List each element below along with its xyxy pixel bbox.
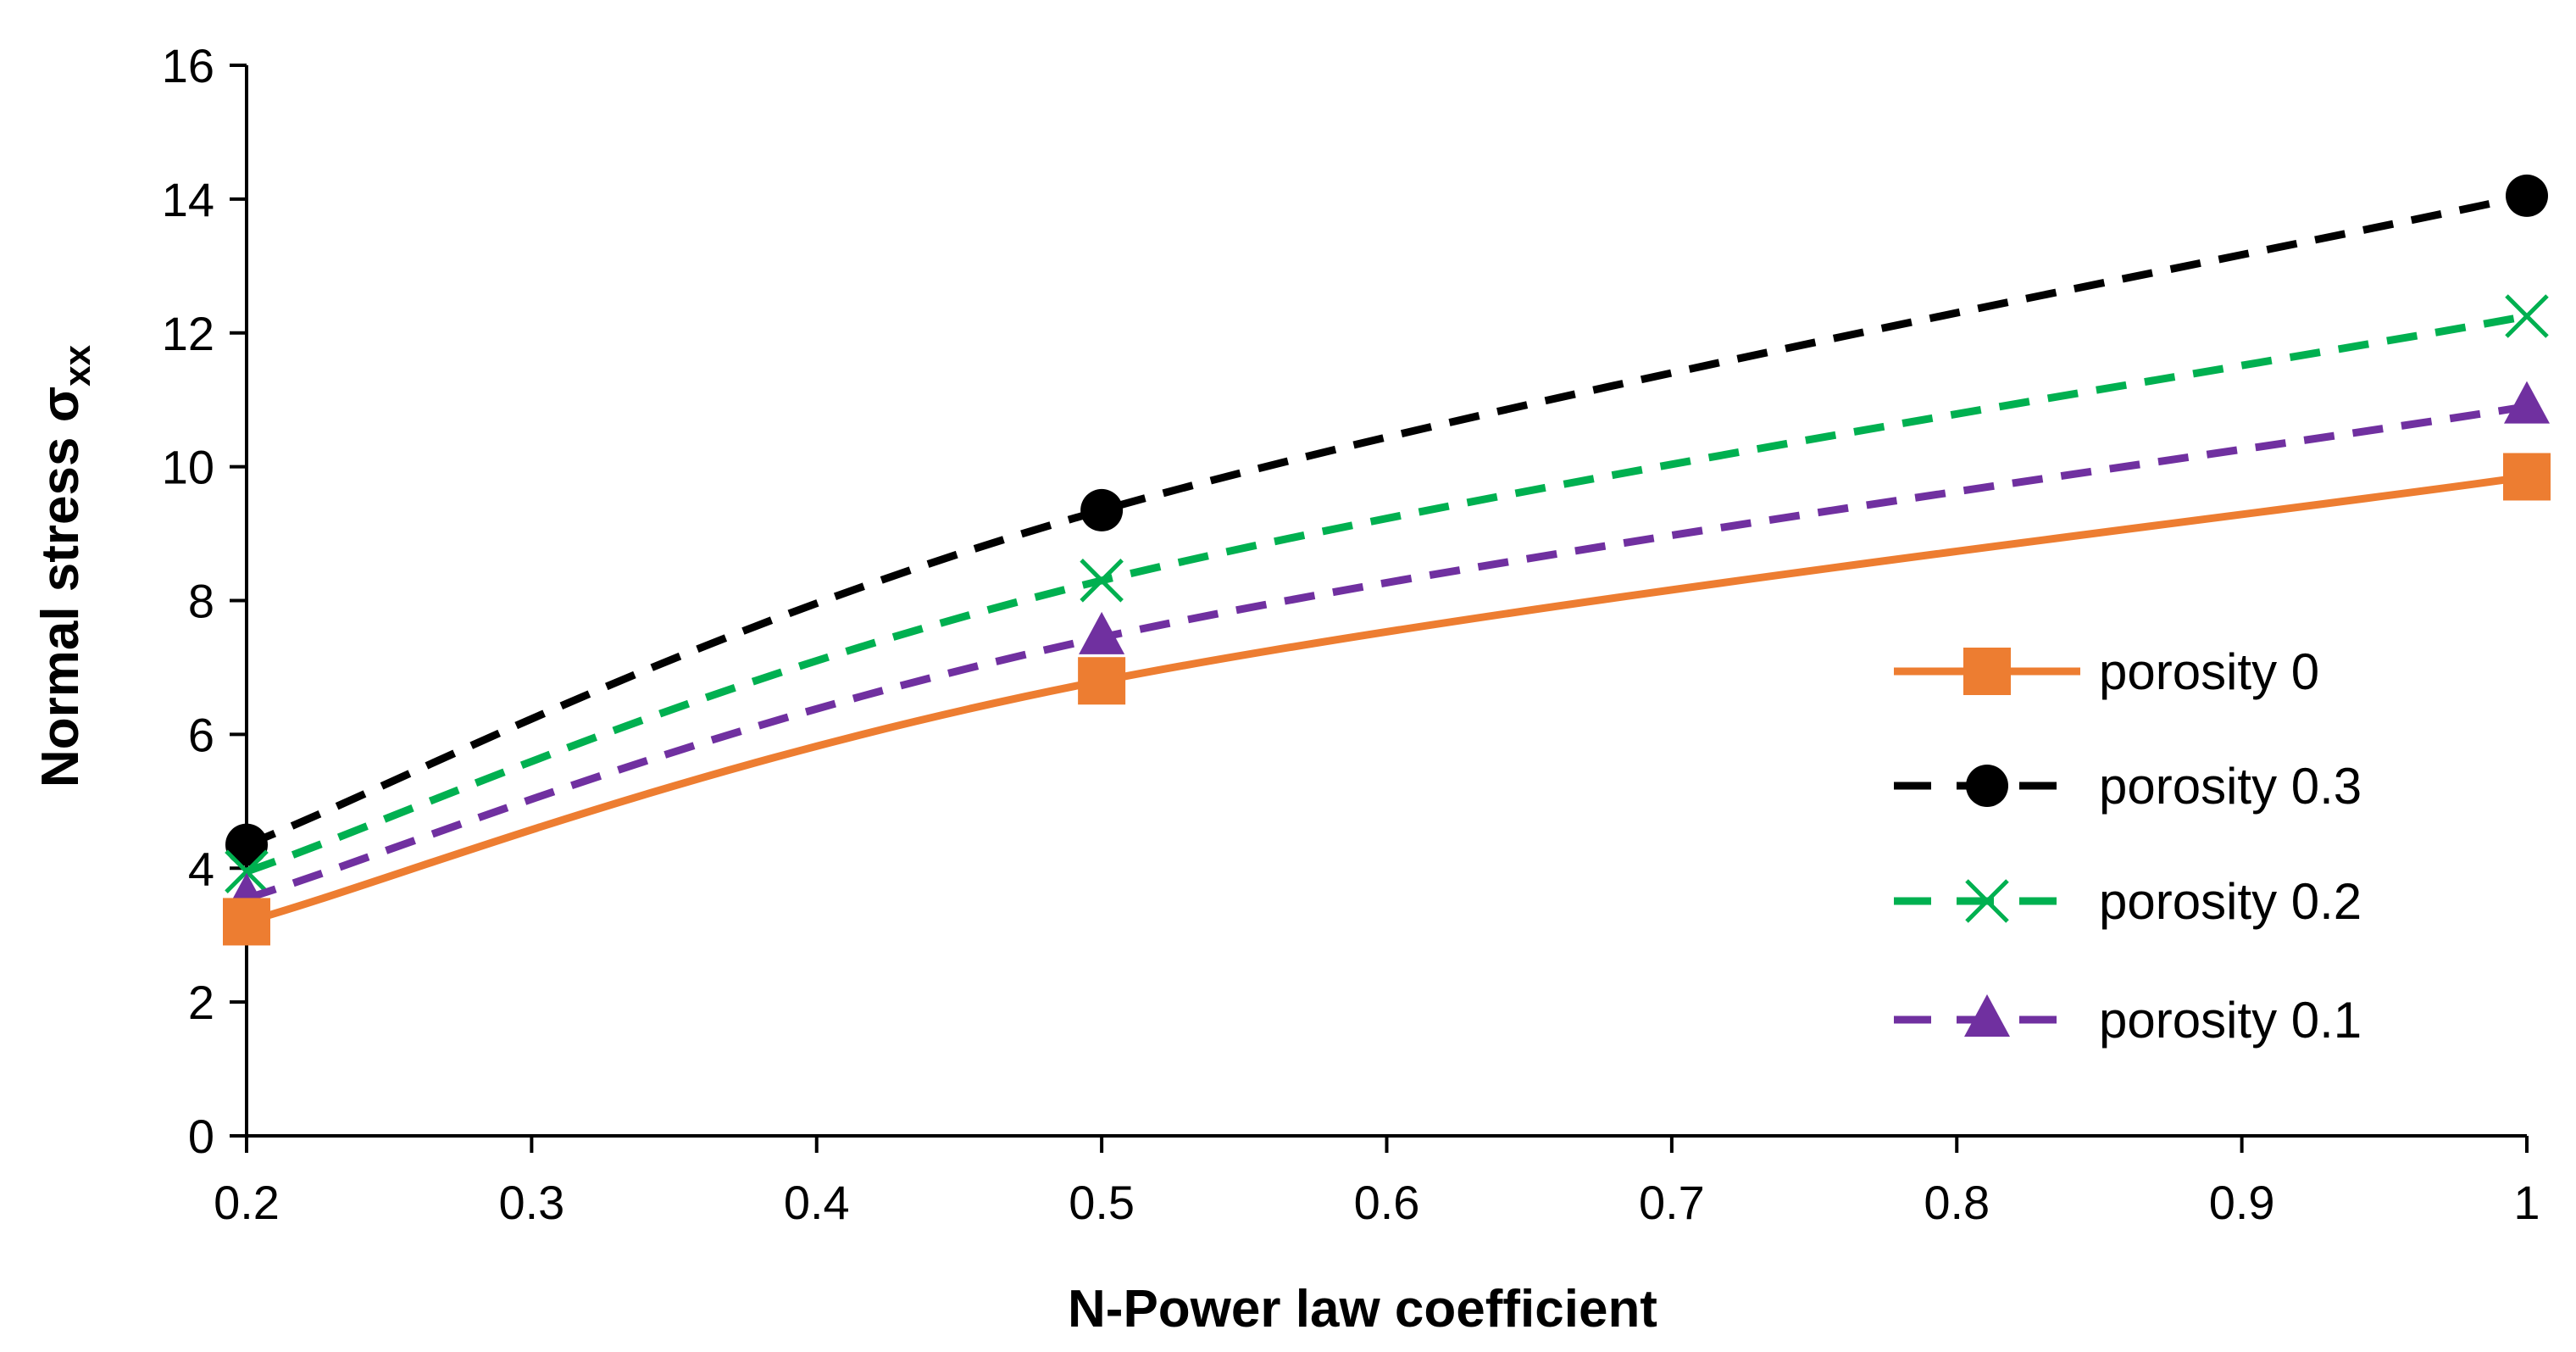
data-point-triangle — [2504, 381, 2550, 424]
data-point-x — [225, 849, 269, 893]
data-point-square — [223, 898, 270, 946]
x-tick-label: 0.4 — [784, 1176, 850, 1229]
data-point-x — [2505, 294, 2549, 338]
legend-item: porosity 0.2 — [1894, 873, 2362, 930]
legend-label: porosity 0 — [2099, 643, 2319, 700]
x-axis-title: N-Power law coefficient — [1068, 1280, 1657, 1338]
y-tick-label: 12 — [162, 307, 214, 360]
data-point-x-stroke — [225, 849, 269, 893]
series-line — [245, 403, 2528, 903]
y-tick-label: 8 — [188, 575, 214, 628]
x-tick-label: 0.3 — [498, 1176, 564, 1229]
legend-item: porosity 0.1 — [1894, 992, 2362, 1049]
legend: porosity 0 porosity 0.3 porosity 0.2 porosi… — [1894, 643, 2362, 1049]
data-point-circle — [2506, 174, 2548, 217]
legend-item: porosity 0 — [1894, 643, 2319, 700]
data-point-x — [1080, 559, 1124, 603]
data-point-x-stroke — [1080, 559, 1124, 603]
legend-marker-circle — [1966, 765, 2008, 807]
legend-marker-square — [1963, 648, 2011, 695]
y-tick-label: 0 — [188, 1110, 214, 1163]
data-point-square — [1078, 657, 1126, 705]
legend-marker-triangle — [1964, 994, 2010, 1037]
series-porosity-0_3 — [225, 174, 2548, 866]
y-tick-label: 6 — [188, 708, 214, 761]
x-tick-label: 0.9 — [2209, 1176, 2275, 1229]
y-tick-label: 2 — [188, 976, 214, 1029]
legend-label: porosity 0.2 — [2099, 873, 2362, 930]
data-point-circle — [225, 823, 268, 866]
y-axis-title-subscript: xx — [57, 344, 98, 386]
legend-marker-x-stroke — [1965, 879, 2009, 923]
x-tick-label: 0.7 — [1639, 1176, 1705, 1229]
y-axis-title: Normal stress σxx — [31, 344, 98, 787]
y-tick-label: 14 — [162, 173, 214, 226]
series-line — [245, 192, 2528, 848]
x-tick-label: 1 — [2513, 1176, 2540, 1229]
legend-label: porosity 0.1 — [2099, 992, 2362, 1049]
axes-layer: 0 2 4 6 8 10 12 14 16 0.2 0.3 0.4 0.5 0.6 0.7 0.8 0.9 1 — [162, 39, 2540, 1229]
y-tick-label: 16 — [162, 39, 214, 92]
x-tick-label: 0.2 — [214, 1176, 280, 1229]
x-tick-label: 0.5 — [1069, 1176, 1135, 1229]
legend-item: porosity 0.3 — [1894, 758, 2362, 815]
x-tick-label: 0.6 — [1354, 1176, 1420, 1229]
series-layer — [223, 174, 2551, 946]
data-point-x-stroke — [2505, 294, 2549, 338]
series-line — [245, 473, 2528, 926]
y-axis-title-main: Normal stress σ — [31, 387, 90, 787]
series-line — [245, 312, 2528, 876]
y-tick-label: 10 — [162, 441, 214, 494]
y-tick-label: 4 — [188, 842, 214, 895]
series-porosity-0_2 — [225, 294, 2549, 893]
x-tick-label: 0.8 — [1924, 1176, 1990, 1229]
data-point-triangle — [1079, 611, 1125, 654]
legend-label: porosity 0.3 — [2099, 758, 2362, 815]
series-porosity-0 — [223, 453, 2551, 946]
data-point-circle — [1080, 488, 1124, 531]
legend-marker-x — [1965, 879, 2009, 923]
data-point-square — [2503, 453, 2551, 501]
